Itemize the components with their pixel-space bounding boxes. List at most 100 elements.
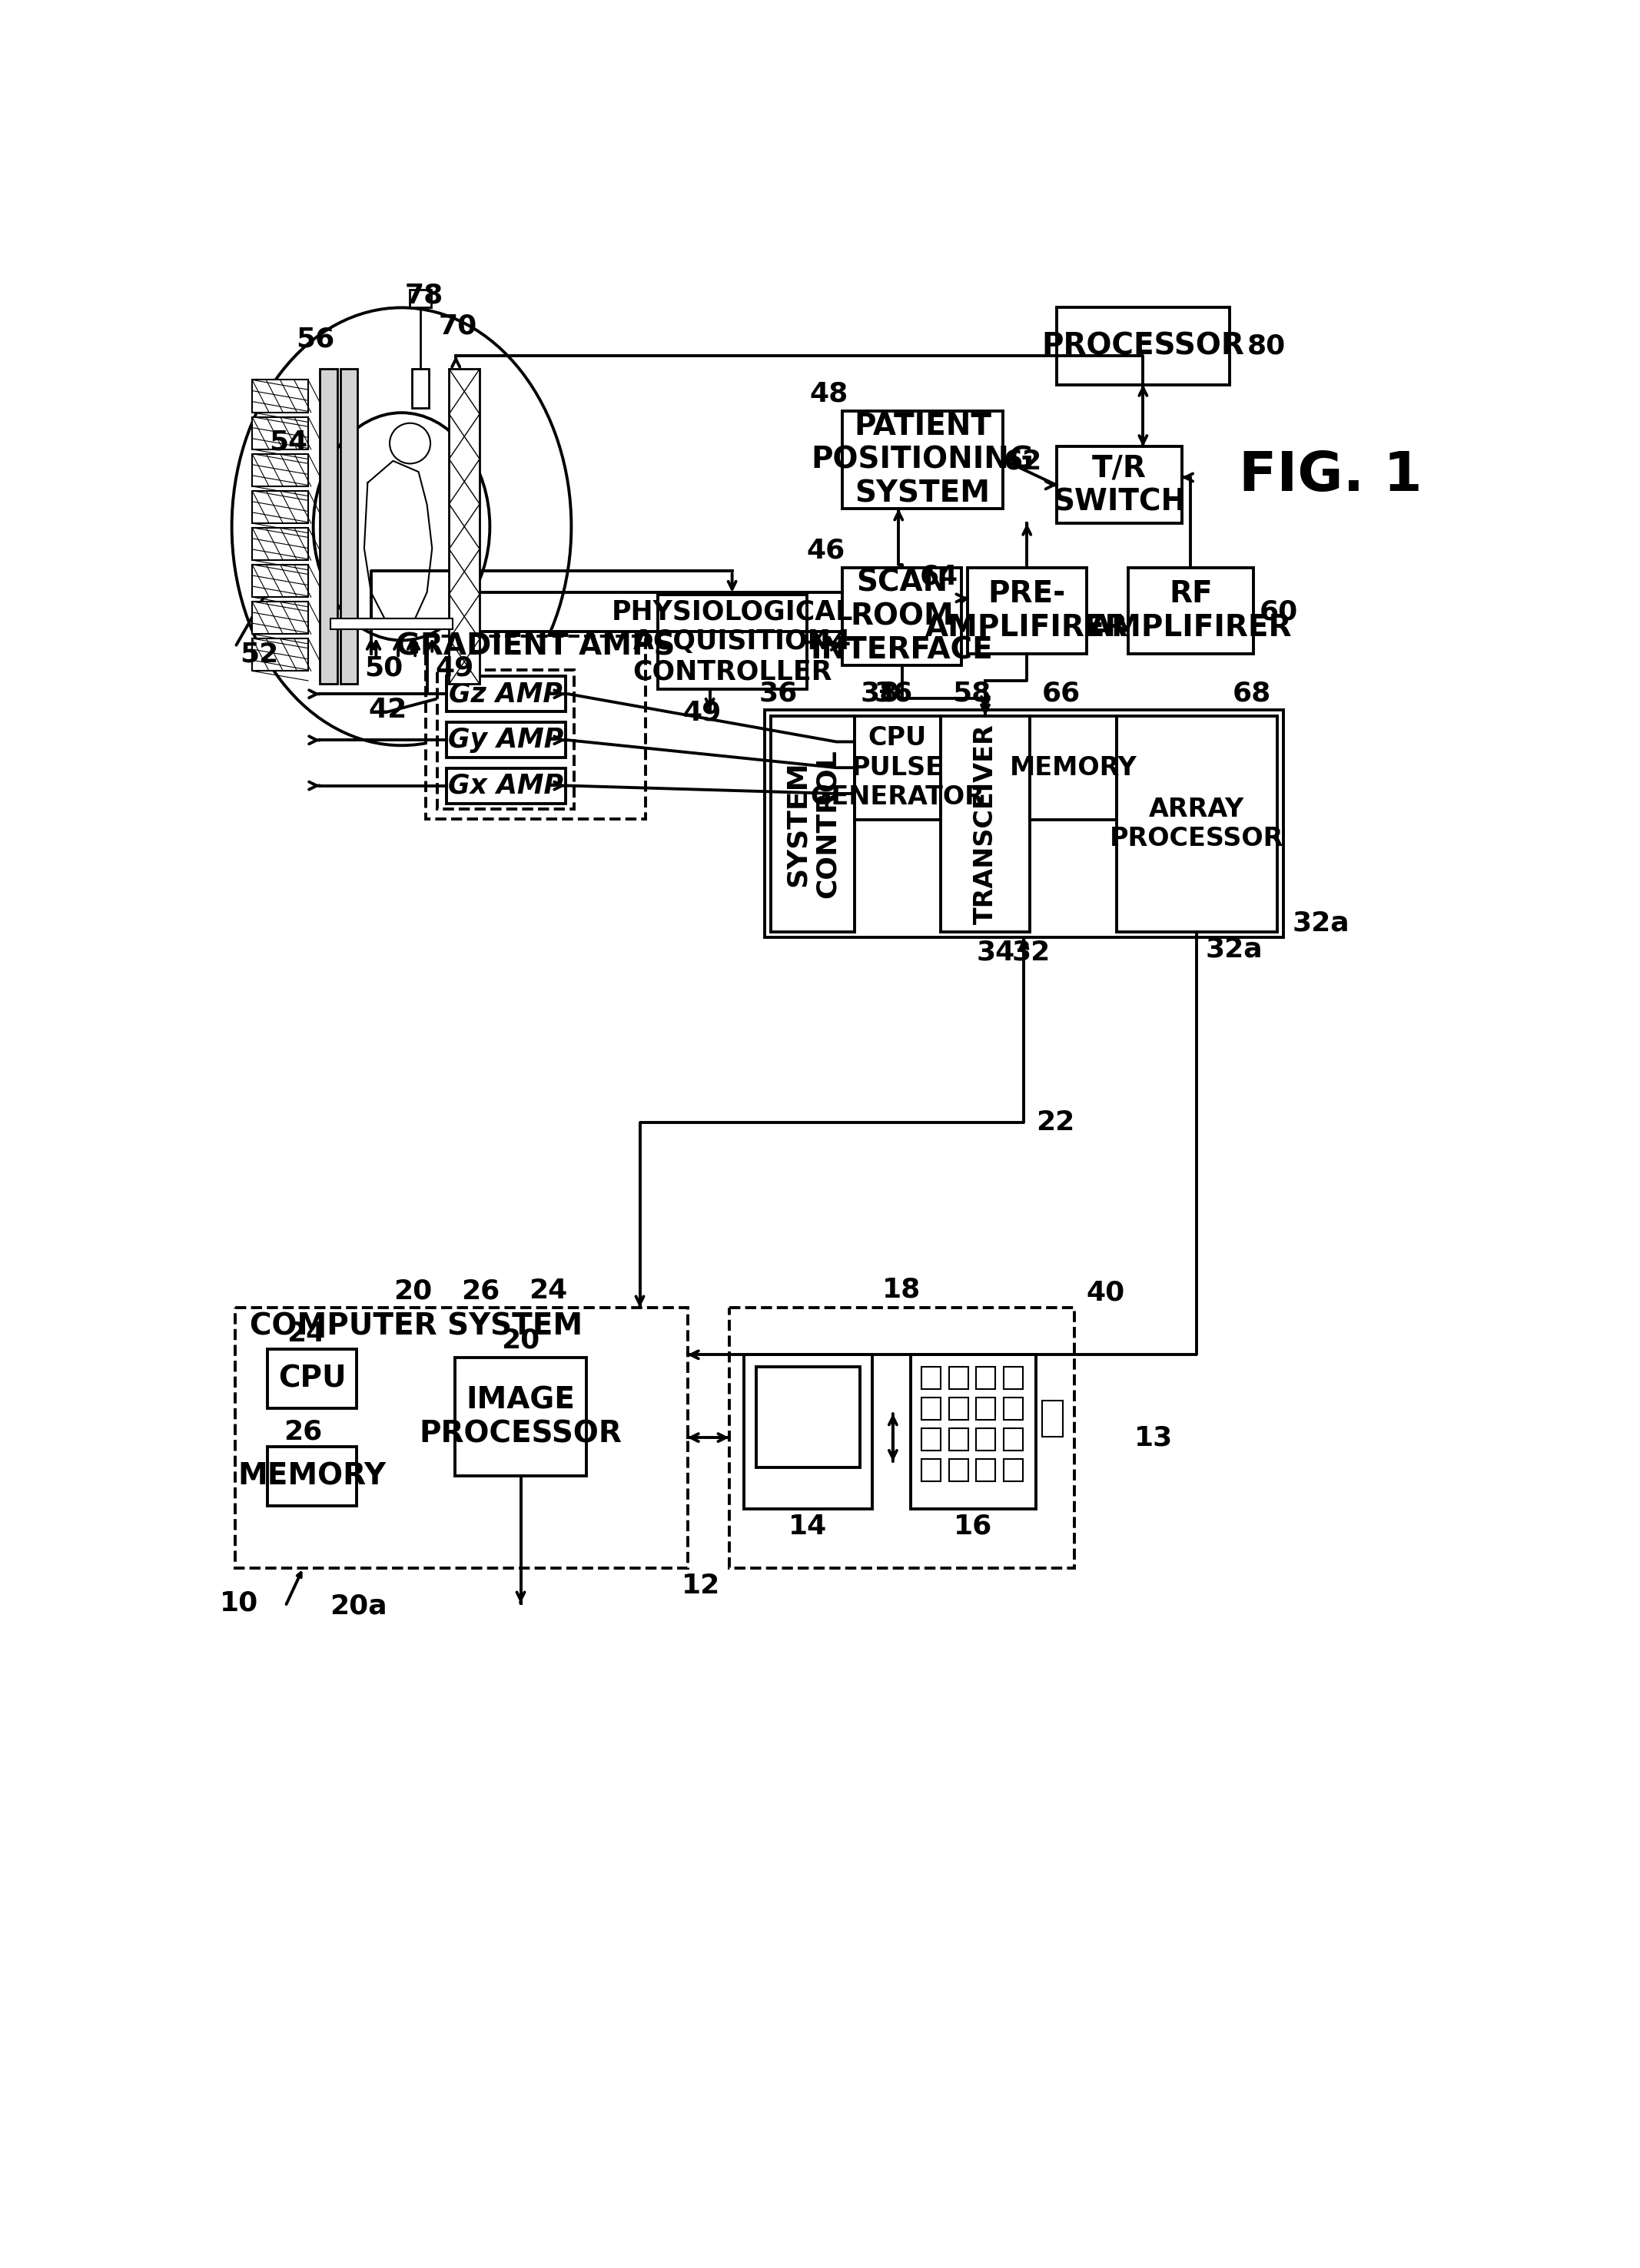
Bar xyxy=(756,1368,859,1467)
Text: 26: 26 xyxy=(461,1277,500,1304)
Text: 16: 16 xyxy=(954,1513,992,1540)
Text: Gz AMP: Gz AMP xyxy=(449,680,563,708)
Bar xyxy=(1128,567,1253,653)
Bar xyxy=(745,1354,872,1508)
Text: TRANSCEIVER: TRANSCEIVER xyxy=(973,723,997,923)
Text: 18: 18 xyxy=(882,1277,922,1302)
Bar xyxy=(1004,1397,1023,1420)
Bar xyxy=(267,1447,358,1506)
Text: 38: 38 xyxy=(859,680,899,705)
Text: 64: 64 xyxy=(920,565,958,590)
Text: PRE-
AMPLIFIRER: PRE- AMPLIFIRER xyxy=(925,578,1128,642)
Bar xyxy=(253,417,308,449)
Bar xyxy=(968,567,1086,653)
Text: 62: 62 xyxy=(1004,449,1041,474)
Text: 70: 70 xyxy=(440,313,477,340)
Text: 66: 66 xyxy=(1041,680,1081,705)
Text: 58: 58 xyxy=(953,680,991,705)
Bar xyxy=(410,290,431,308)
Text: 36: 36 xyxy=(874,680,913,705)
Text: 49: 49 xyxy=(436,655,474,680)
Text: CPU: CPU xyxy=(279,1363,346,1393)
Bar xyxy=(341,370,358,685)
Text: 32a: 32a xyxy=(1205,937,1263,962)
Text: 40: 40 xyxy=(1086,1279,1125,1306)
Text: 36: 36 xyxy=(759,680,797,705)
Circle shape xyxy=(390,424,430,463)
Text: T/R
SWITCH: T/R SWITCH xyxy=(1053,454,1186,517)
Bar xyxy=(843,411,1004,508)
Text: Gy AMP: Gy AMP xyxy=(448,728,564,753)
Text: ARRAY
PROCESSOR: ARRAY PROCESSOR xyxy=(1110,796,1284,850)
Text: 22: 22 xyxy=(1036,1109,1074,1136)
Text: FIG. 1: FIG. 1 xyxy=(1238,449,1422,503)
Text: 34: 34 xyxy=(976,939,1015,966)
Text: 32a: 32a xyxy=(1292,909,1350,937)
Bar xyxy=(425,635,646,819)
Bar xyxy=(320,370,338,685)
Text: 20: 20 xyxy=(502,1327,540,1354)
Bar xyxy=(267,1349,358,1408)
Bar xyxy=(253,379,308,413)
Bar xyxy=(1004,1368,1023,1388)
Bar xyxy=(843,567,961,665)
Text: 20a: 20a xyxy=(330,1592,387,1619)
Bar xyxy=(1004,1429,1023,1452)
Bar xyxy=(950,1429,968,1452)
Text: 26: 26 xyxy=(284,1418,323,1445)
Text: 10: 10 xyxy=(220,1590,259,1617)
Bar xyxy=(1041,1402,1063,1436)
Text: PATIENT
POSITIONING
SYSTEM: PATIENT POSITIONING SYSTEM xyxy=(812,411,1035,508)
Bar xyxy=(854,717,941,819)
Bar xyxy=(950,1368,968,1388)
Bar xyxy=(253,601,308,635)
Bar xyxy=(950,1458,968,1481)
Text: 50: 50 xyxy=(364,655,403,680)
Text: 78: 78 xyxy=(405,284,443,308)
Text: PHYSIOLOGICAL
ACQUISITION
CONTROLLER: PHYSIOLOGICAL ACQUISITION CONTROLLER xyxy=(612,599,853,685)
Ellipse shape xyxy=(313,413,490,640)
Text: 54: 54 xyxy=(269,429,308,456)
Bar xyxy=(412,370,428,408)
Bar xyxy=(922,1429,941,1452)
Bar xyxy=(446,721,566,758)
Text: 68: 68 xyxy=(1232,680,1271,705)
Text: 60: 60 xyxy=(1260,599,1297,626)
Bar xyxy=(976,1429,995,1452)
Bar xyxy=(1117,717,1278,932)
Bar xyxy=(1056,447,1182,524)
Bar xyxy=(253,454,308,485)
Text: 20: 20 xyxy=(394,1277,431,1304)
Text: 56: 56 xyxy=(297,327,335,352)
Bar xyxy=(950,1397,968,1420)
Bar xyxy=(922,1458,941,1481)
Bar xyxy=(976,1458,995,1481)
Bar xyxy=(253,528,308,560)
Text: 49: 49 xyxy=(682,701,722,726)
Bar xyxy=(771,717,854,932)
Bar xyxy=(330,619,453,628)
Bar xyxy=(976,1368,995,1388)
Text: COMPUTER SYSTEM: COMPUTER SYSTEM xyxy=(249,1311,582,1340)
Text: PROCESSOR: PROCESSOR xyxy=(1041,331,1245,361)
Bar xyxy=(235,1306,687,1567)
Bar xyxy=(1004,1458,1023,1481)
Bar xyxy=(922,1397,941,1420)
Bar xyxy=(941,717,1030,932)
Bar xyxy=(446,769,566,803)
Bar xyxy=(764,710,1282,937)
Text: 46: 46 xyxy=(807,538,845,562)
Bar xyxy=(253,565,308,596)
Bar xyxy=(976,1397,995,1420)
Bar xyxy=(446,676,566,712)
Text: 24: 24 xyxy=(530,1277,567,1304)
Text: SYSTEM
CONTROL: SYSTEM CONTROL xyxy=(784,748,841,898)
Text: GRADIENT AMPS: GRADIENT AMPS xyxy=(395,633,676,660)
Text: 80: 80 xyxy=(1248,333,1286,358)
Bar xyxy=(253,490,308,524)
Text: Gx AMP: Gx AMP xyxy=(448,773,564,798)
Bar xyxy=(253,640,308,671)
Bar xyxy=(658,594,807,689)
Bar xyxy=(449,370,479,685)
Bar xyxy=(1030,717,1117,819)
